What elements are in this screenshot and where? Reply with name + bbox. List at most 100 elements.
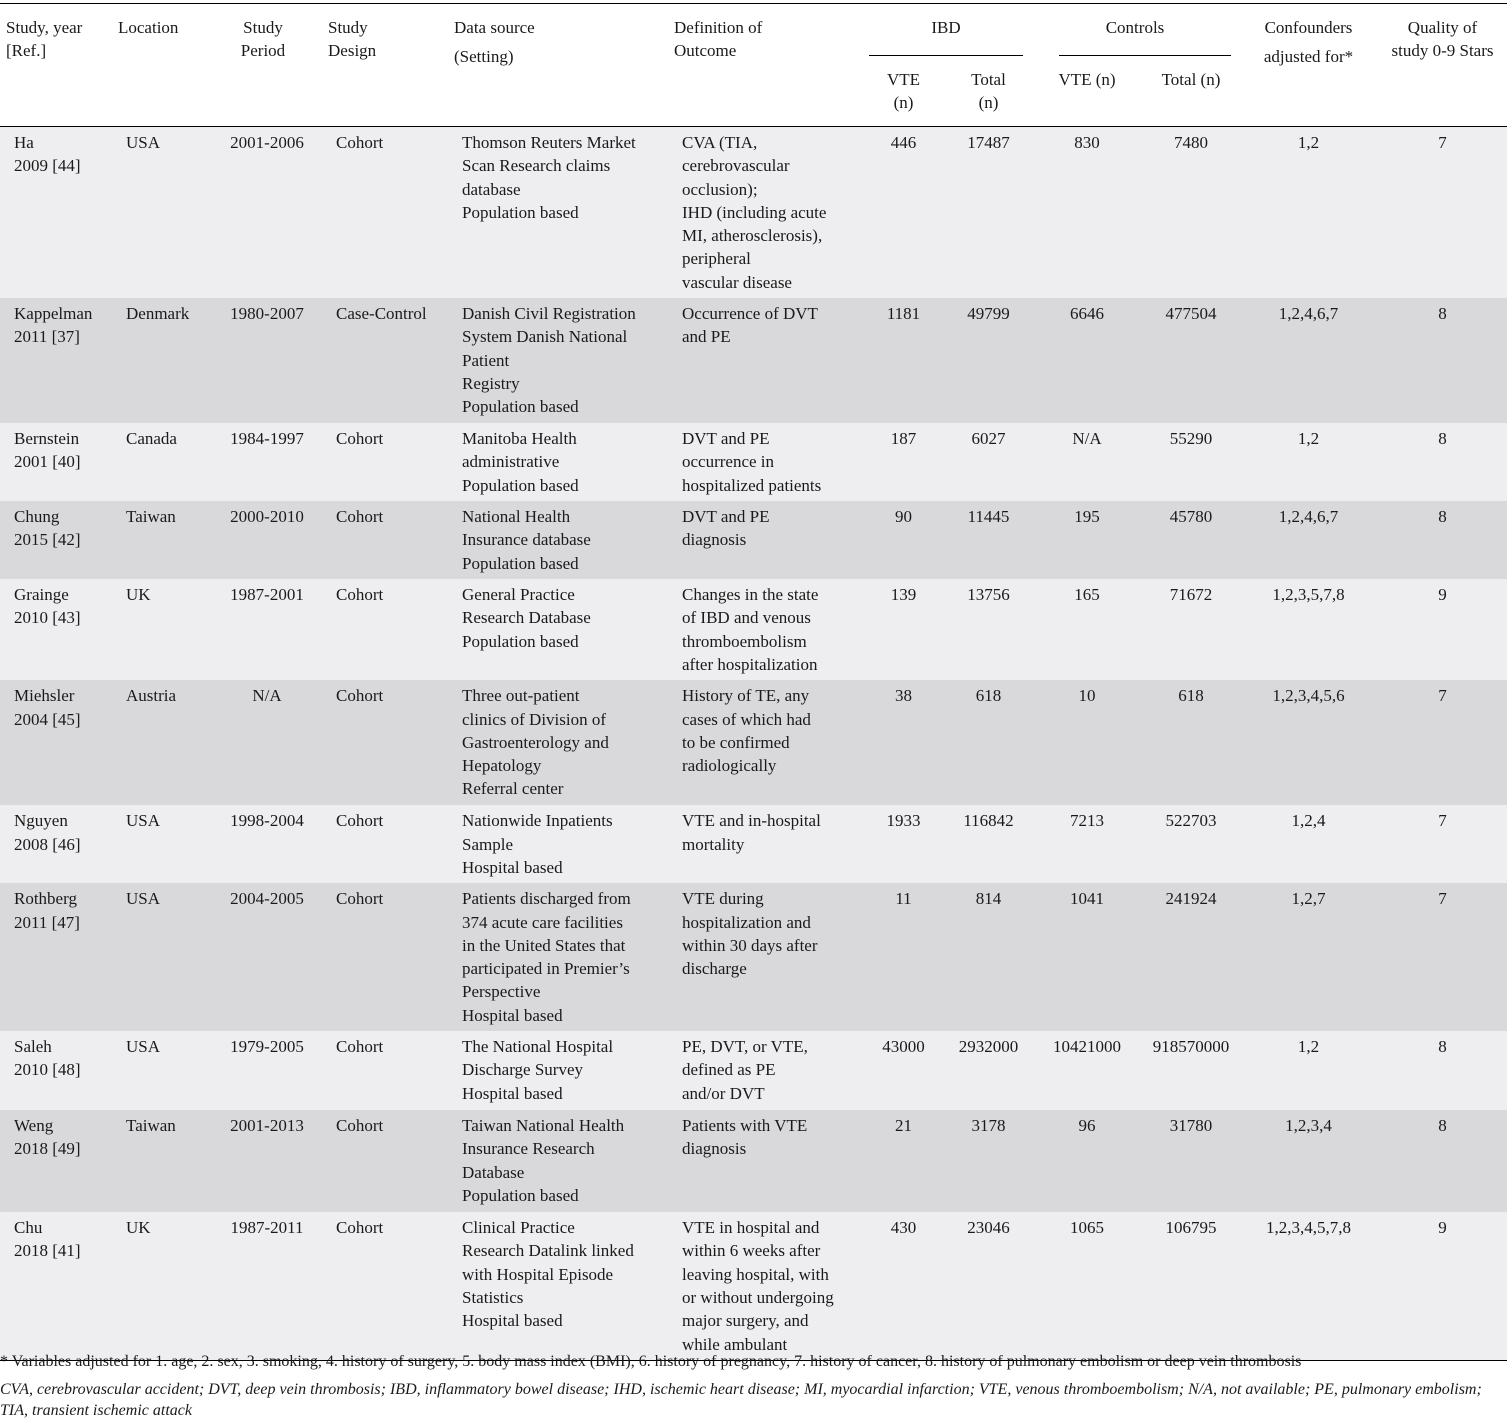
- cell-data-source: Three out-patient clinics of Division of G…: [462, 686, 609, 799]
- cell-ibd-total: 618: [975, 686, 1002, 706]
- cell-study: Weng 2018 [49]: [14, 1116, 81, 1159]
- cell-quality: 8: [1438, 429, 1447, 449]
- cell-design: Cohort: [336, 1037, 384, 1057]
- header-controls-group: Controls: [1031, 4, 1239, 56]
- header-ibd-total: Total (n): [971, 70, 1006, 113]
- header-controls-vte: VTE (n): [1058, 70, 1116, 89]
- cell-ibd-vte: 446: [890, 133, 917, 152]
- cell-ibd-vte: 1181: [886, 304, 921, 324]
- cell-controls-vte: 10: [1078, 686, 1096, 706]
- table-row: Bernstein 2001 [40] Canada 1984-1997 Cohort M…: [0, 423, 1507, 502]
- header-study: Study, year [Ref.]: [6, 18, 83, 61]
- cell-controls-vte: 165: [1074, 585, 1100, 605]
- cell-controls-vte: 6646: [1070, 304, 1104, 324]
- cell-confounders: 1,2,3,4: [1285, 1116, 1332, 1136]
- header-data-source: Data source (Setting): [454, 18, 535, 67]
- cell-ibd-total: 13756: [967, 585, 1010, 605]
- cell-controls-total: 31780: [1169, 1116, 1213, 1136]
- cell-location: USA: [126, 889, 161, 909]
- cell-ibd-vte: 139: [890, 585, 917, 605]
- cell-confounders: 1,2,4,6,7: [1278, 507, 1339, 527]
- cell-quality: 7: [1438, 133, 1447, 152]
- cell-quality: 8: [1438, 304, 1447, 324]
- cell-controls-total: 618: [1178, 686, 1204, 706]
- cell-ibd-total: 49799: [967, 304, 1010, 324]
- cell-ibd-vte: 187: [890, 429, 917, 449]
- cell-ibd-total: 3178: [971, 1116, 1006, 1136]
- cell-confounders: 1,2,4,6,7: [1278, 304, 1339, 324]
- cell-study: Chu 2018 [41]: [14, 1218, 81, 1261]
- cell-study: Miehsler 2004 [45]: [14, 686, 81, 729]
- cell-period: N/A: [252, 686, 282, 706]
- table-row: Chung 2015 [42] Taiwan 2000-2010 Cohort Natio…: [0, 501, 1507, 580]
- cell-data-source: Danish Civil Registration System Danish N…: [462, 304, 636, 417]
- cell-data-source: Nationwide Inpatients Sample Hospital base…: [462, 811, 613, 877]
- cell-location: Canada: [126, 429, 177, 449]
- cell-controls-vte: 1065: [1070, 1218, 1104, 1238]
- cell-period: 1987-2011: [230, 1218, 304, 1238]
- header-quality: Quality of study 0-9 Stars: [1391, 18, 1494, 61]
- table-row: Chu 2018 [41] UK 1987-2011 Cohort Clinical Pr…: [0, 1212, 1507, 1361]
- cell-controls-vte: 96: [1078, 1116, 1096, 1136]
- cell-ibd-total: 116842: [963, 811, 1014, 831]
- study-characteristics-table: Study, year [Ref.] Location Study Period…: [0, 4, 1507, 1361]
- cell-design: Cohort: [336, 686, 384, 706]
- cell-controls-total: 477504: [1165, 304, 1217, 324]
- table-row: Saleh 2010 [48] USA 1979-2005 Cohort The Nati…: [0, 1031, 1507, 1111]
- cell-confounders: 1,2,4: [1291, 811, 1326, 831]
- cell-quality: 8: [1438, 1116, 1447, 1136]
- header-ibd-group: IBD: [861, 4, 1031, 56]
- cell-design: Cohort: [336, 1218, 384, 1238]
- cell-ibd-vte: 11: [895, 889, 912, 909]
- cell-controls-vte: N/A: [1072, 429, 1102, 449]
- cell-controls-vte: 10421000: [1053, 1037, 1121, 1057]
- footnote-abbreviations: CVA, cerebrovascular accident; DVT, deep…: [0, 1381, 1482, 1419]
- header-design: Study Design: [328, 18, 377, 61]
- cell-outcome: CVA (TIA, cerebrovascular occlusion); IHD (…: [682, 133, 827, 292]
- cell-location: USA: [126, 133, 161, 152]
- header-confounders: Confounders adjusted for*: [1263, 18, 1354, 67]
- cell-controls-total: 106795: [1165, 1218, 1217, 1238]
- cell-location: Austria: [126, 686, 177, 706]
- cell-confounders: 1,2: [1297, 429, 1320, 449]
- cell-outcome: VTE and in-hospital mortality: [682, 811, 821, 854]
- cell-outcome: Changes in the state of IBD and venous thr…: [682, 585, 819, 674]
- cell-design: Cohort: [336, 585, 384, 605]
- table-row: Miehsler 2004 [45] Austria N/A Cohort Three o…: [0, 680, 1507, 806]
- controls-group-underline: [1059, 55, 1231, 56]
- cell-design: Cohort: [336, 811, 384, 831]
- cell-ibd-total: 814: [975, 889, 1002, 909]
- cell-period: 2000-2010: [230, 507, 304, 527]
- cell-period: 1980-2007: [230, 304, 304, 324]
- cell-quality: 7: [1438, 811, 1447, 831]
- cell-ibd-total: 11445: [967, 507, 1010, 527]
- cell-study: Grainge 2010 [43]: [14, 585, 81, 628]
- cell-period: 2001-2006: [230, 133, 304, 152]
- cell-study: Chung 2015 [42]: [14, 507, 81, 550]
- cell-study: Bernstein 2001 [40]: [14, 429, 81, 472]
- cell-location: Taiwan: [126, 507, 176, 527]
- cell-location: UK: [126, 585, 151, 605]
- cell-outcome: Occurrence of DVT and PE: [682, 304, 818, 347]
- ibd-group-underline: [869, 55, 1023, 56]
- cell-design: Cohort: [336, 889, 384, 909]
- cell-controls-vte: 7213: [1070, 811, 1104, 831]
- cell-design: Cohort: [336, 507, 384, 527]
- header-controls-total: Total (n): [1161, 70, 1221, 89]
- table-body: Ha 2009 [44] USA 2001-2006 Cohort Thomson Reu…: [0, 126, 1507, 1361]
- cell-location: USA: [126, 1037, 161, 1057]
- cell-quality: 9: [1438, 1218, 1447, 1238]
- cell-controls-total: 241924: [1165, 889, 1217, 909]
- cell-data-source: National Health Insurance database Populat…: [462, 507, 591, 573]
- cell-period: 2001-2013: [230, 1116, 304, 1136]
- cell-confounders: 1,2: [1297, 1037, 1320, 1057]
- cell-quality: 7: [1438, 889, 1447, 909]
- cell-confounders: 1,2,3,5,7,8: [1272, 585, 1345, 605]
- cell-outcome: History of TE, any cases of which had to b…: [682, 686, 811, 776]
- cell-ibd-total: 2932000: [958, 1037, 1019, 1057]
- cell-confounders: 1,2: [1297, 133, 1320, 152]
- cell-quality: 8: [1438, 1037, 1447, 1057]
- cell-outcome: DVT and PE occurrence in hospitalized pati…: [682, 429, 822, 495]
- cell-data-source: Thomson Reuters Market Scan Research clai…: [462, 133, 636, 222]
- table-row: Rothberg 2011 [47] USA 2004-2005 Cohort Patie…: [0, 883, 1507, 1032]
